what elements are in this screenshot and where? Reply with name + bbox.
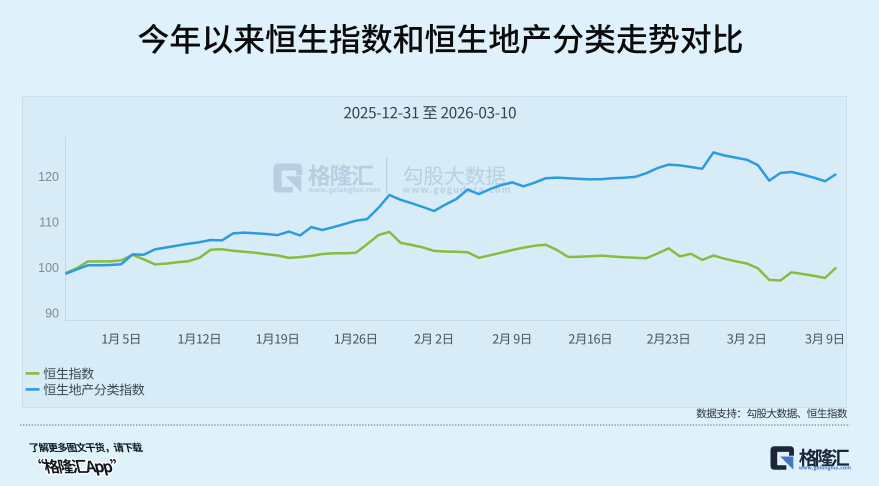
- svg-text:110: 110: [39, 216, 59, 230]
- svg-text:120: 120: [38, 170, 59, 184]
- svg-text:90: 90: [45, 307, 59, 321]
- svg-text:100: 100: [38, 261, 59, 275]
